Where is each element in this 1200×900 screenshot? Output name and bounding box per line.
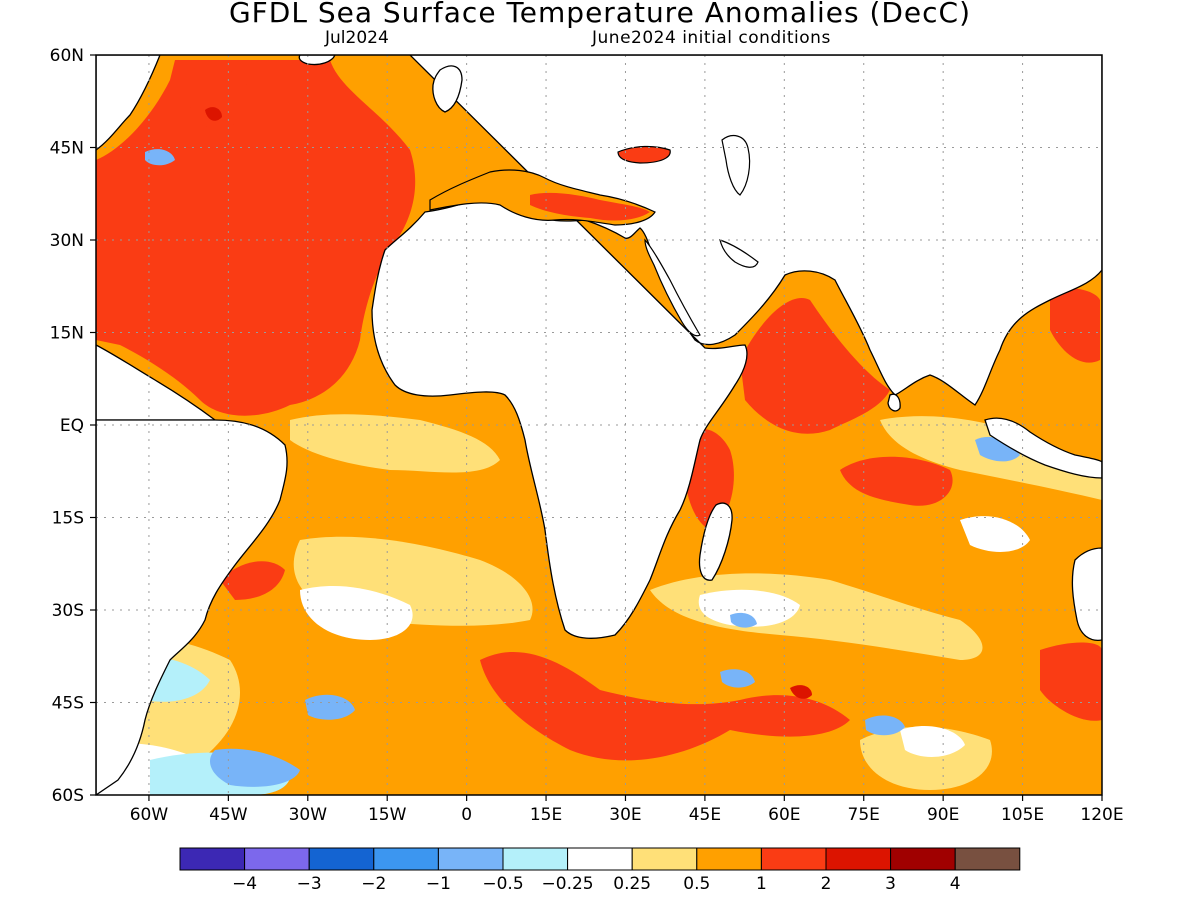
latitude-labels: 60N 45N 30N 15N EQ 15S 30S 45S 60S [50,46,84,806]
lat-tick-label: 15N [50,324,84,344]
indonesia-islands [984,417,1102,479]
land-masses [96,55,1102,795]
lon-tick-label: 60W [130,805,169,825]
lat-tick-label: 30S [52,601,84,621]
lon-tick-label: 15W [368,805,407,825]
lon-tick-label: 45W [209,805,248,825]
british-isles [432,65,463,113]
lon-tick-label: 60E [768,805,800,825]
anomaly-region [480,651,850,761]
forecast-month: Jul2024 [325,28,389,48]
anomaly-region [186,66,251,130]
red-sea [644,238,701,337]
anomaly-region [145,149,175,166]
north-america-landmass [96,55,161,151]
anomaly-region [1050,288,1100,363]
anomaly-region [975,436,1020,462]
anomaly-region [305,694,355,720]
anomaly-region [865,715,905,736]
lat-tick-label: 60S [52,786,84,806]
sri-lanka-island [887,393,901,412]
anomaly-region [900,725,965,757]
anomaly-region [698,589,800,627]
anomaly-region [720,669,755,688]
lon-tick-label: 90E [927,805,959,825]
anomaly-region [840,456,953,506]
lat-tick-label: EQ [60,416,84,436]
caribbean-coast [96,344,217,421]
lat-tick-label: 45S [52,694,84,714]
lon-tick-label: 30W [289,805,328,825]
lon-tick-label: 15E [530,805,562,825]
madagascar-island [698,502,733,581]
lat-tick-label: 60N [50,46,84,66]
anomaly-region [730,612,757,628]
anomaly-region [220,561,285,600]
anomaly-region [96,60,416,416]
anomaly-field [96,60,1102,795]
anomaly-region [960,516,1030,552]
anomaly-region [290,414,500,473]
anomaly-region [740,298,890,434]
lon-tick-label: 105E [1001,805,1044,825]
black-sea [617,145,671,164]
south-america-landmass [96,419,288,795]
anomaly-region [210,748,300,787]
lat-tick-label: 30N [50,231,84,251]
australia-landmass [1071,547,1102,641]
lon-tick-label: 0 [461,805,472,825]
caspian-sea [721,134,751,196]
anomaly-region [1040,642,1102,721]
longitude-labels: 60W 45W 30W 15W 0 15E 30E 45E 60E 75E 90E 105E 120E [130,805,1124,825]
initial-conditions-label: June2024 initial conditions [592,28,831,48]
graticule [96,55,1102,795]
lon-tick-label: 45E [689,805,721,825]
lon-tick-label: 30E [609,805,641,825]
lon-tick-label: 120E [1080,805,1123,825]
axis-ticks [90,54,1103,801]
mediterranean-hotspot [530,192,650,221]
anomaly-region [205,107,222,121]
lat-tick-label: 45N [50,139,84,159]
anomaly-region [790,685,812,699]
lon-tick-label: 75E [848,805,880,825]
lat-tick-label: 15S [52,509,84,529]
persian-gulf [719,239,759,268]
anomaly-region [300,585,413,640]
map-title: GFDL Sea Surface Temperature Anomalies (… [228,0,972,29]
